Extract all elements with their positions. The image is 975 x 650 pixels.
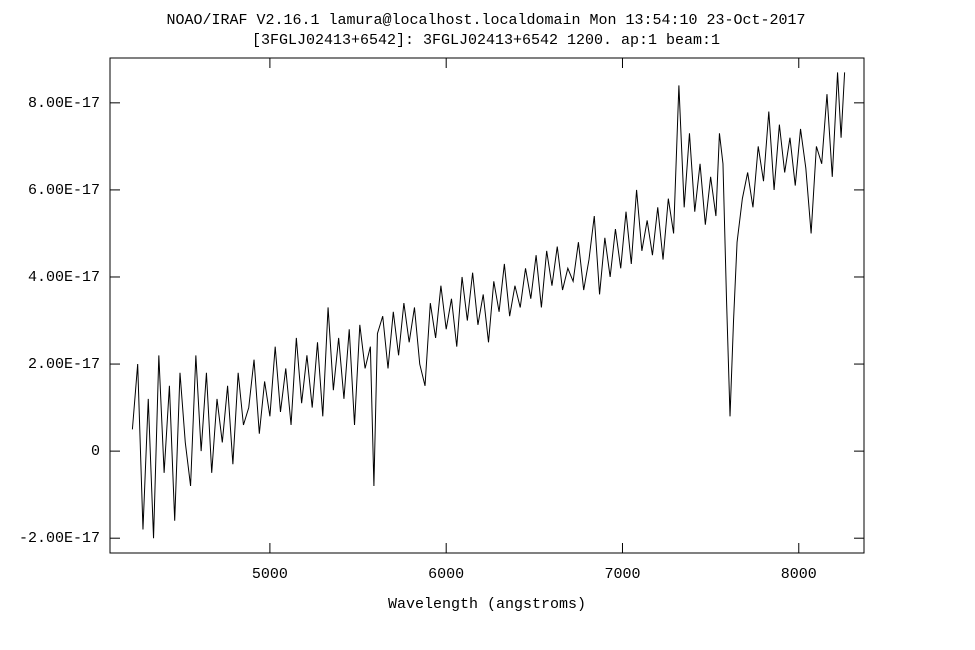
y-tick-label: 2.00E-17 bbox=[28, 356, 100, 373]
chart-title: NOAO/IRAF V2.16.1 lamura@localhost.local… bbox=[166, 12, 805, 29]
x-tick-label: 5000 bbox=[252, 566, 288, 583]
y-tick-label: 6.00E-17 bbox=[28, 182, 100, 199]
y-tick-label: 0 bbox=[91, 443, 100, 460]
spectrum-line bbox=[131, 72, 846, 539]
plot-frame bbox=[109, 57, 865, 554]
y-tick-label: 4.00E-17 bbox=[28, 269, 100, 286]
x-tick-label: 6000 bbox=[428, 566, 464, 583]
y-tick-label: 8.00E-17 bbox=[28, 95, 100, 112]
chart-subtitle: [3FGLJ02413+6542]: 3FGLJ02413+6542 1200.… bbox=[252, 32, 720, 49]
x-tick-label: 7000 bbox=[604, 566, 640, 583]
x-tick-label: 8000 bbox=[781, 566, 817, 583]
y-tick-label: -2.00E-17 bbox=[19, 530, 100, 547]
x-axis-label: Wavelength (angstroms) bbox=[388, 596, 586, 613]
